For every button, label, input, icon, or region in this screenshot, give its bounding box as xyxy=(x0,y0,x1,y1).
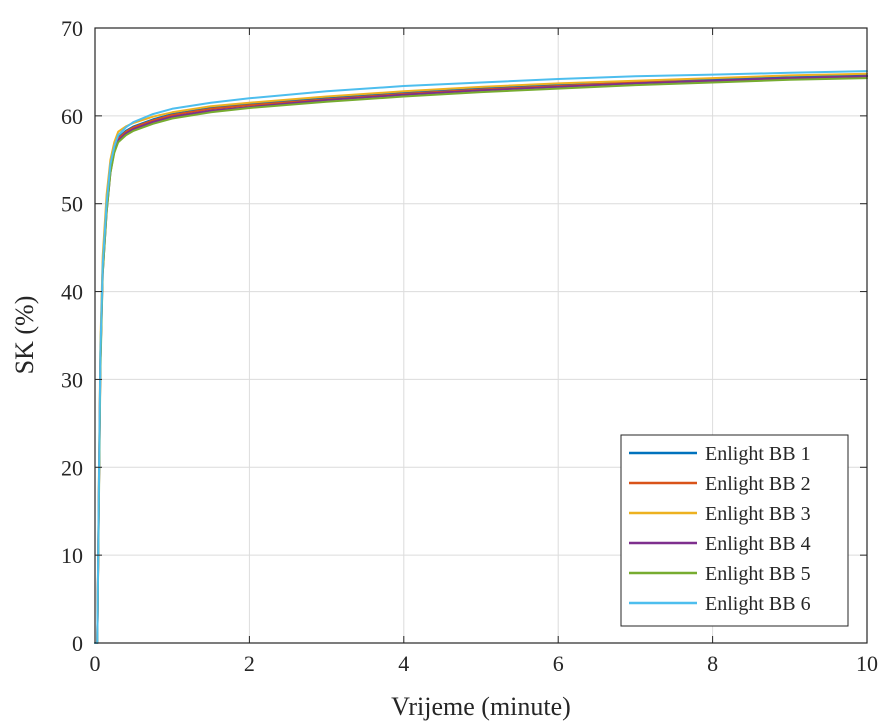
y-tick-label: 10 xyxy=(61,543,83,568)
x-tick-label: 2 xyxy=(244,651,255,676)
legend-label-3: Enlight BB 3 xyxy=(705,503,811,525)
y-tick-label: 40 xyxy=(61,280,83,305)
series-line-6 xyxy=(94,70,868,644)
x-tick-label: 8 xyxy=(707,651,718,676)
legend-label-1: Enlight BB 1 xyxy=(705,443,811,465)
legend-label-5: Enlight BB 5 xyxy=(705,563,811,585)
x-tick-label: 10 xyxy=(856,651,878,676)
legend: Enlight BB 1 Enlight BB 2 Enlight BB 3 Enli… xyxy=(620,434,849,627)
axis-ticks: 0 2 4 6 8 10 0 10 20 30 40 50 60 70 xyxy=(61,16,878,676)
series-lines xyxy=(94,70,868,644)
y-tick-label: 20 xyxy=(61,455,83,480)
x-tick-label: 4 xyxy=(398,651,409,676)
x-tick-label: 6 xyxy=(553,651,564,676)
y-axis-label: SK (%) xyxy=(10,296,39,375)
y-tick-label: 60 xyxy=(61,104,83,129)
legend-box xyxy=(620,434,849,627)
y-tick-label: 30 xyxy=(61,367,83,392)
x-tick-label: 0 xyxy=(90,651,101,676)
y-tick-label: 0 xyxy=(72,631,83,656)
legend-label-6: Enlight BB 6 xyxy=(705,593,811,615)
y-tick-label: 70 xyxy=(61,16,83,41)
x-axis-label: Vrijeme (minute) xyxy=(391,692,571,721)
plot-area-border xyxy=(94,27,868,644)
legend-label-2: Enlight BB 2 xyxy=(705,473,811,495)
legend-label-4: Enlight BB 4 xyxy=(705,533,811,555)
y-tick-label: 50 xyxy=(61,192,83,217)
